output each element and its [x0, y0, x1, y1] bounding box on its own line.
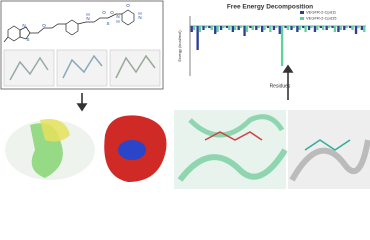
atom-label: S [106, 21, 109, 26]
bar [231, 26, 234, 32]
bar [275, 26, 278, 28]
bar [290, 26, 293, 30]
atom-label: S [26, 37, 29, 42]
bar [251, 26, 254, 30]
bar [266, 26, 270, 28]
bar [333, 26, 337, 32]
bar [263, 26, 266, 30]
bar [360, 26, 364, 30]
legend-label: VEGFR-2-Cpd11 [306, 10, 337, 15]
atom-label: H [116, 19, 119, 24]
bar [204, 26, 208, 28]
legend-swatch [300, 17, 304, 20]
bar [337, 26, 340, 32]
bar [219, 26, 223, 30]
bar [234, 26, 237, 30]
bar [284, 26, 287, 28]
y-axis-label: Energy (kcal/mol) [177, 30, 182, 62]
bar [196, 26, 199, 50]
bar [222, 26, 225, 28]
bar [216, 26, 219, 32]
pose-thumbnails [3, 49, 161, 87]
bar [343, 26, 346, 30]
bar [198, 26, 202, 32]
bar [272, 26, 276, 30]
bar [190, 26, 193, 32]
bar [208, 26, 211, 28]
legend-label: VEGFR-2-Cpd15 [306, 16, 337, 21]
bar [339, 26, 342, 30]
bar [331, 26, 334, 28]
bar [210, 26, 213, 30]
atom-label: O [42, 23, 46, 28]
bar [286, 26, 290, 30]
bar [255, 26, 258, 30]
bar [269, 26, 272, 32]
x-axis-label: Residues [270, 83, 291, 89]
bar [316, 26, 319, 30]
atom-label: H [86, 12, 89, 17]
bar [225, 26, 229, 28]
atom-label: N [22, 23, 25, 28]
chemical-structure [3, 9, 135, 43]
bar [280, 26, 284, 66]
bar [307, 26, 311, 30]
surface-images [5, 110, 370, 189]
bar [239, 26, 243, 28]
bar [345, 26, 348, 28]
bar [313, 26, 317, 32]
bar [192, 26, 196, 30]
bar [363, 26, 366, 32]
atom-label: N [138, 15, 141, 20]
bar [348, 26, 352, 28]
bar [327, 26, 331, 28]
atom-label: N [116, 14, 119, 19]
atom-label: O [102, 10, 106, 15]
atom-label: N [86, 16, 89, 21]
bar [325, 26, 328, 30]
arrows [76, 64, 294, 112]
bar [354, 26, 358, 34]
bar [310, 26, 313, 28]
bar [322, 26, 325, 30]
bar [237, 26, 240, 30]
bar [260, 26, 264, 32]
bar [245, 26, 249, 32]
bar [243, 26, 246, 36]
atom-label: H [138, 11, 141, 16]
bar [257, 26, 260, 28]
bar [357, 26, 360, 28]
bar [202, 26, 205, 30]
atom-label: O [126, 3, 130, 8]
chart-title: Free Energy Decomposition [227, 4, 313, 11]
bar [319, 26, 322, 28]
bar [302, 26, 305, 28]
bar [351, 26, 354, 30]
bar [298, 26, 301, 30]
bar [214, 26, 217, 34]
bar [292, 26, 296, 28]
atom-label: O [110, 10, 114, 15]
bar [304, 26, 307, 32]
bar [278, 26, 281, 34]
legend-swatch [300, 11, 304, 14]
bar [296, 26, 299, 32]
bar [228, 26, 231, 30]
bar [249, 26, 252, 28]
